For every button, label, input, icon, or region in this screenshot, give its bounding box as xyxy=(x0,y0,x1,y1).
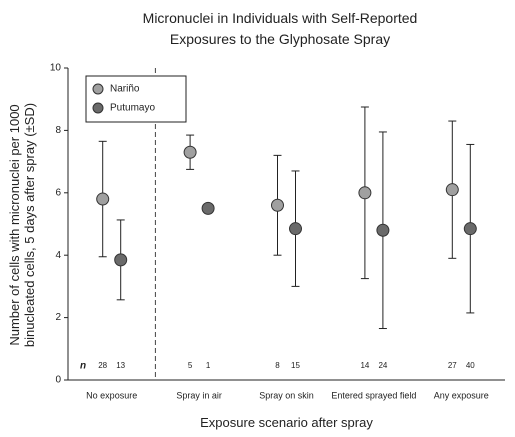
point xyxy=(271,198,284,212)
point xyxy=(445,183,459,197)
n-count: 5 xyxy=(188,361,193,370)
x-tick-label: Spray on skin xyxy=(259,390,314,400)
y-tick-label: 4 xyxy=(55,250,61,261)
x-tick-label: Any exposure xyxy=(434,390,489,400)
n-count: 13 xyxy=(116,361,125,370)
y-tick-label: 8 xyxy=(55,125,61,136)
point xyxy=(376,223,390,237)
x-tick-label: No exposure xyxy=(86,390,137,400)
point xyxy=(358,186,372,200)
point xyxy=(201,201,215,215)
n-count: 15 xyxy=(291,361,300,370)
x-tick-label: Spray in air xyxy=(176,390,222,400)
legend-marker xyxy=(92,102,104,114)
point xyxy=(463,222,477,236)
point xyxy=(289,222,302,236)
chart-title: Micronuclei in Individuals with Self-Rep… xyxy=(142,10,418,47)
n-count: 14 xyxy=(360,361,369,370)
y-tick-label: 6 xyxy=(55,187,61,198)
y-tick-label: 10 xyxy=(50,63,62,74)
y-tick-label: 0 xyxy=(55,375,61,386)
y-axis-label: Number of cells with micronuclei per 100… xyxy=(7,102,37,348)
x-axis-label: Exposure scenario after spray xyxy=(200,415,373,430)
point xyxy=(96,192,110,206)
legend-label: Nariño xyxy=(110,84,140,95)
n-count: 8 xyxy=(275,361,280,370)
legend-box xyxy=(85,75,187,123)
y-tick-label: 2 xyxy=(55,312,61,323)
legend-label: Putumayo xyxy=(110,103,155,114)
n-count: 27 xyxy=(448,361,457,370)
n-count: 28 xyxy=(98,361,107,370)
n-count: 1 xyxy=(206,361,211,370)
point xyxy=(114,253,128,267)
point xyxy=(183,145,197,159)
x-tick-label: Entered sprayed field xyxy=(331,390,416,400)
n-label: n xyxy=(80,361,86,372)
n-count: 40 xyxy=(466,361,475,370)
n-count: 24 xyxy=(378,361,387,370)
legend-marker xyxy=(92,83,104,95)
